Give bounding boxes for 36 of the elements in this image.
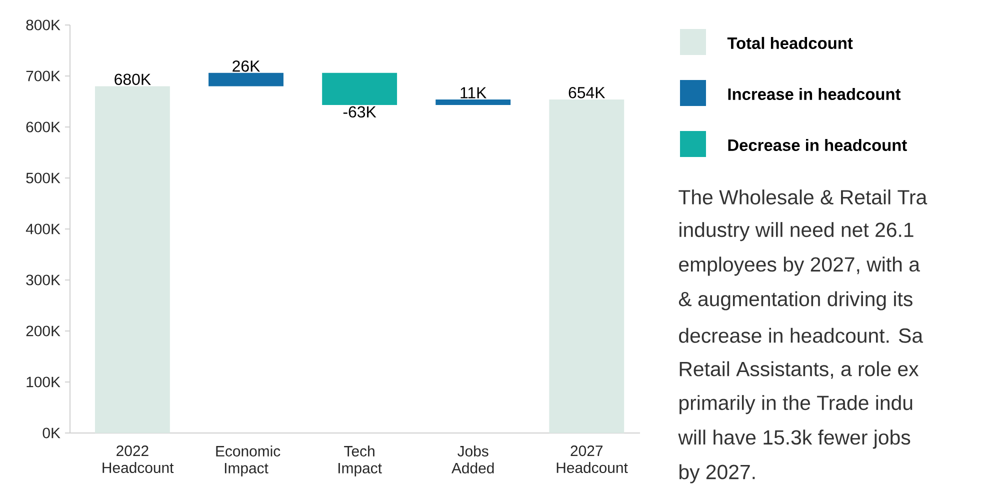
- text: The Wholesale & Retail Tra: [678, 189, 928, 204]
- bar: [436, 99, 511, 106]
- y-tick-label: 400K: [26, 224, 60, 234]
- y-tick-label: 200K: [26, 326, 60, 336]
- text: industry will need net 26.1: [680, 222, 914, 242]
- text: by 2027.: [680, 464, 755, 484]
- x-tick-label: 2027 Headcount: [556, 446, 628, 474]
- data-label: -63K: [343, 106, 376, 118]
- y-tick-label: 100K: [26, 376, 60, 388]
- y-tick-label: 700K: [26, 70, 60, 82]
- y-tick-label: 300K: [26, 274, 60, 286]
- text: & augmentation driving its: [678, 291, 912, 310]
- x-tick-label: Economic Impact: [216, 446, 280, 476]
- data-label: 680K: [114, 74, 151, 85]
- y-tick-label: 600K: [26, 122, 60, 132]
- data-label: 26K: [232, 60, 260, 72]
- text: primarily in the Trade indu: [680, 395, 912, 414]
- data-label: 654K: [568, 86, 606, 98]
- bar: [322, 72, 398, 106]
- bar: [208, 72, 284, 86]
- legend-label: Increase in headcount: [728, 88, 901, 100]
- bar: [549, 99, 624, 433]
- x-tick-label: 2022 Headcount: [102, 446, 174, 474]
- text: decrease in headcount. Sa: [679, 328, 924, 343]
- legend-label: Total headcount: [727, 36, 853, 50]
- x-tick-label: Tech Impact: [338, 446, 382, 476]
- y-tick-label: 500K: [26, 172, 60, 184]
- bar: [94, 86, 170, 433]
- text: employees by 2027, with a: [679, 256, 920, 276]
- text: Retail Assistants, a role ex: [680, 361, 919, 379]
- y-tick-label: 0K: [42, 428, 60, 438]
- x-tick-label: Jobs Added: [452, 446, 494, 474]
- text: will have 15.3k fewer jobs: [678, 430, 910, 449]
- data-label: 11K: [460, 87, 487, 98]
- y-tick-label: 800K: [26, 20, 60, 30]
- legend-label: Decrease in headcount: [728, 138, 907, 152]
